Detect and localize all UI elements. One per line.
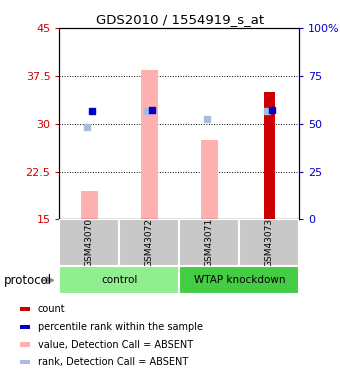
Bar (81, 190, 98, 219)
Text: rank, Detection Call = ABSENT: rank, Detection Call = ABSENT (37, 357, 188, 368)
Bar (201, 140, 218, 219)
Bar (20, 360, 30, 364)
Bar (180, 266, 299, 294)
Bar (141, 70, 158, 219)
Text: value, Detection Call = ABSENT: value, Detection Call = ABSENT (37, 339, 193, 350)
Text: GSM43071: GSM43071 (205, 218, 214, 267)
Text: WTAP knockdown: WTAP knockdown (193, 275, 285, 285)
Bar (59, 266, 180, 294)
Bar (20, 325, 30, 329)
Bar (20, 342, 30, 346)
Bar (59, 219, 119, 266)
Text: count: count (37, 304, 65, 314)
Bar (180, 219, 239, 266)
Text: GDS2010 / 1554919_s_at: GDS2010 / 1554919_s_at (96, 13, 264, 26)
Bar (264, 92, 275, 219)
Bar (20, 307, 30, 311)
Text: control: control (101, 275, 138, 285)
Text: protocol: protocol (3, 274, 52, 287)
Bar (239, 219, 299, 266)
Bar (119, 219, 180, 266)
Text: GSM43072: GSM43072 (145, 218, 154, 267)
Text: percentile rank within the sample: percentile rank within the sample (37, 322, 203, 332)
Text: GSM43073: GSM43073 (265, 218, 274, 267)
Text: GSM43070: GSM43070 (85, 218, 94, 267)
